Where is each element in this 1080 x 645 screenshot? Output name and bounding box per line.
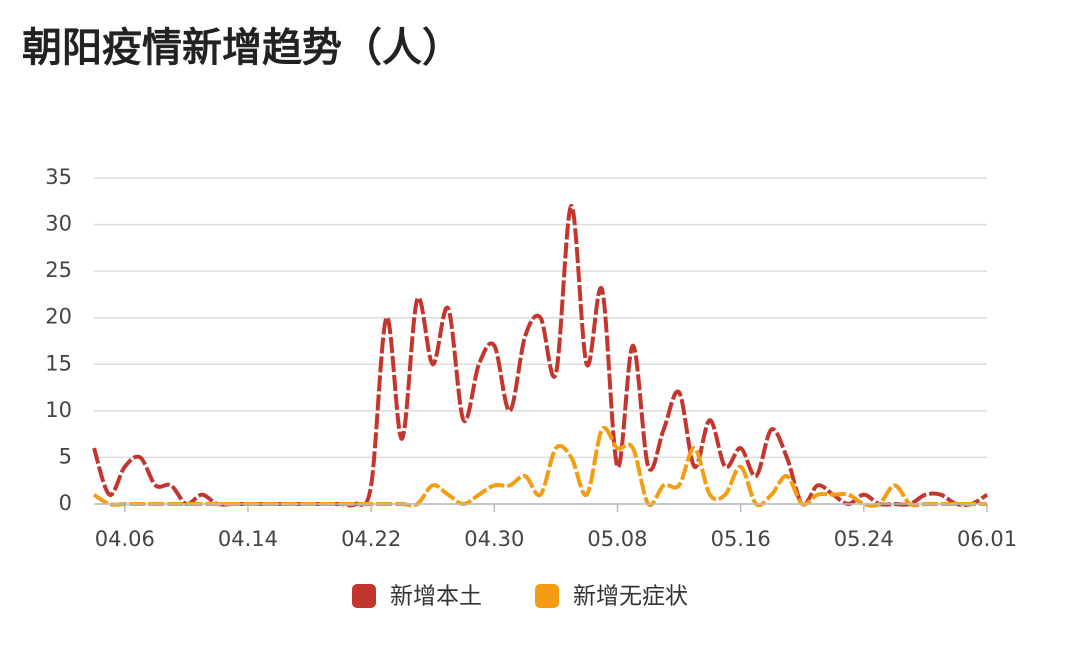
x-tick-label: 05.16: [711, 527, 771, 551]
x-tick-label: 04.14: [218, 527, 278, 551]
y-tick-label: 5: [59, 444, 72, 468]
y-tick-label: 20: [45, 305, 72, 329]
legend-label: 新增无症状: [573, 584, 688, 610]
y-tick-label: 35: [45, 165, 72, 189]
y-tick-label: 0: [59, 491, 72, 515]
y-tick-label: 25: [45, 258, 72, 282]
series-line: [92, 203, 989, 508]
legend-marker: [352, 584, 376, 608]
y-tick-label: 10: [45, 398, 72, 422]
chart-title: 朝阳疫情新增趋势（人）: [22, 25, 462, 71]
x-tick-label: 05.24: [834, 527, 894, 551]
legend-marker: [535, 584, 559, 608]
legend-label: 新增本土: [390, 584, 482, 610]
y-tick-label: 30: [45, 212, 72, 236]
x-tick-label: 06.01: [957, 527, 1017, 551]
x-tick-label: 05.08: [587, 527, 647, 551]
x-tick-label: 04.30: [464, 527, 524, 551]
series-line: [92, 425, 987, 508]
y-tick-label: 15: [45, 351, 72, 375]
x-tick-label: 04.06: [95, 527, 155, 551]
x-tick-label: 04.22: [341, 527, 401, 551]
